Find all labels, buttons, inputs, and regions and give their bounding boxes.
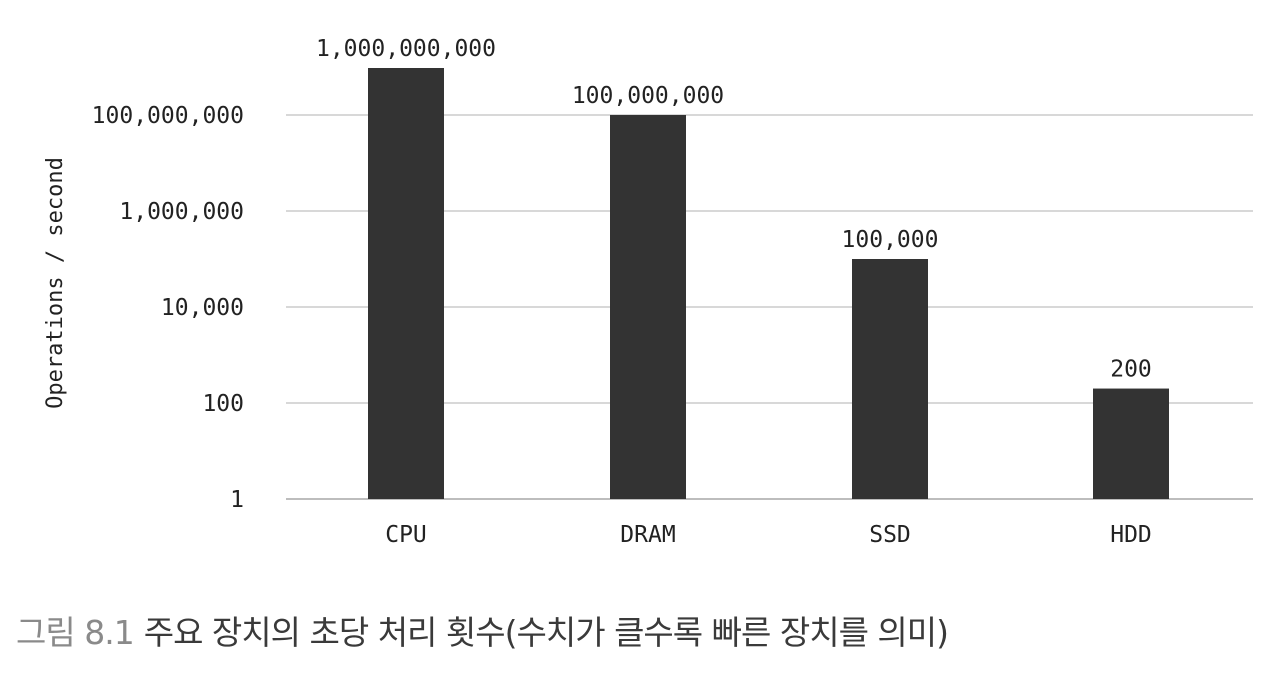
y-tick-label: 1,000,000 — [119, 199, 244, 225]
figure-caption-label: 그림 8.1 — [16, 613, 135, 652]
data-labels: 1,000,000,000 100,000,000 100,000 200 — [316, 36, 1152, 383]
data-label-hdd: 200 — [1110, 357, 1152, 383]
x-tick-label-ssd: SSD — [869, 522, 911, 548]
bar-dram — [610, 115, 686, 499]
grid-lines — [286, 114, 1253, 500]
y-tick-label: 10,000 — [161, 295, 244, 321]
x-tick-label-hdd: HDD — [1110, 522, 1152, 548]
data-label-dram: 100,000,000 — [572, 83, 724, 109]
bar-ssd — [852, 259, 928, 499]
bar-chart: 1 100 10,000 1,000,000 100,000,000 1,000,000… — [43, 36, 1253, 548]
x-tick-label-dram: DRAM — [620, 522, 675, 548]
x-tick-labels: CPU DRAM SSD HDD — [385, 522, 1152, 548]
figure-caption: 그림 8.1 주요 장치의 초당 처리 횟수(수치가 클수록 빠른 장치를 의미) — [16, 606, 949, 654]
y-tick-label: 100,000,000 — [92, 103, 244, 129]
bar-cpu — [368, 68, 444, 499]
x-tick-label-cpu: CPU — [385, 522, 427, 548]
y-tick-labels: 1 100 10,000 1,000,000 100,000,000 — [92, 103, 244, 513]
y-tick-label: 100 — [202, 391, 244, 417]
y-axis-label: Operations / second — [43, 157, 68, 409]
data-label-ssd: 100,000 — [842, 227, 939, 253]
y-tick-label: 1 — [230, 487, 244, 513]
figure-caption-text: 주요 장치의 초당 처리 횟수(수치가 클수록 빠른 장치를 의미) — [143, 613, 949, 652]
bar-hdd — [1093, 388, 1169, 499]
data-label-cpu: 1,000,000,000 — [316, 36, 496, 62]
bars — [368, 68, 1169, 499]
